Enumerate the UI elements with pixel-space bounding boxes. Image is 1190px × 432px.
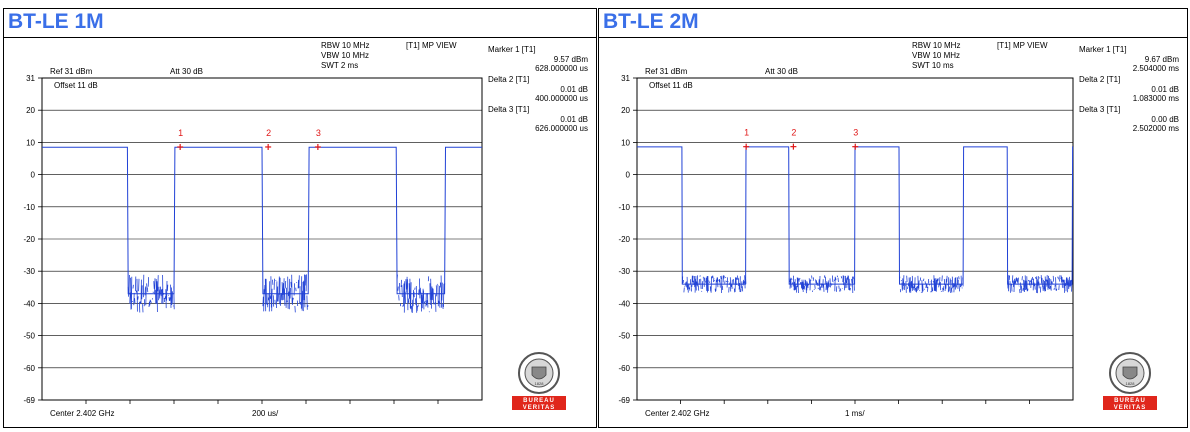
marker-info-time: 628.000000 us [535,64,588,73]
y-tick-label: 10 [26,138,35,147]
trace-noise [262,274,309,313]
marker-info-value: 0.01 dB [560,85,588,94]
marker-info-time: 626.000000 us [535,124,588,133]
swt-label: SWT 10 ms [912,61,954,70]
center-freq-label: Center 2.402 GHz [50,409,114,418]
y-tick-label: 31 [26,74,35,83]
attenuation-label: Att 30 dB [765,67,798,76]
marker-info-label: Delta 3 [T1] [1079,105,1120,114]
rbw-label: RBW 10 MHz [912,41,960,50]
y-tick-label: -69 [618,396,630,405]
y-tick-label: 0 [626,171,631,180]
y-tick-label: 10 [621,138,630,147]
marker-info-label: Marker 1 [T1] [1079,45,1127,54]
logo-band-bottom: VERITAS [523,405,556,411]
spectrum-plot-2m: RBW 10 MHz VBW 10 MHz SWT 10 ms [T1] MP VIE… [599,38,1187,427]
marker-label: 2 [791,128,796,138]
y-tick-label: -69 [23,396,35,405]
marker-label: 1 [744,128,749,138]
marker-info-value: 0.01 dB [560,115,588,124]
logo-shield [1122,366,1138,380]
y-tick-label: -30 [23,267,35,276]
marker-info-time: 400.000000 us [535,94,588,103]
y-tick-label: 20 [26,106,35,115]
y-tick-label: -50 [23,332,35,341]
logo-shield [531,366,547,380]
y-tick-label: -30 [618,267,630,276]
logo-year: 1828 [1126,381,1136,386]
ref-level-label: Ref 31 dBm [50,67,93,76]
logo-band-top: BUREAU [523,398,555,404]
marker-label: 2 [266,128,271,138]
marker-info-label: Delta 2 [T1] [1079,75,1120,84]
marker-info-value: 9.67 dBm [1145,55,1180,64]
y-tick-label: -50 [618,332,630,341]
trace-noise [396,274,446,313]
panel-bt-le-1m: BT-LE 1M RBW 10 MHz VBW 10 MHz SWT 2 ms [T1… [3,8,597,428]
marker-info-label: Marker 1 [T1] [488,45,536,54]
panel-title: BT-LE 1M [4,9,596,38]
trace-line [42,146,482,295]
trace-line [637,146,1074,285]
logo-band [512,396,566,410]
spectrum-plot-1m: RBW 10 MHz VBW 10 MHz SWT 2 ms [T1] MP VIEW… [4,38,596,427]
y-tick-label: -10 [618,203,630,212]
view-label: [T1] MP VIEW [997,41,1048,50]
trace-noise [788,275,855,294]
view-label: [T1] MP VIEW [406,41,457,50]
marker-info-value: 9.57 dBm [554,55,589,64]
sweep-per-div-label: 200 us/ [252,409,279,418]
marker-label: 3 [853,128,858,138]
y-tick-label: -20 [23,235,35,244]
panel-title: BT-LE 2M [599,9,1187,38]
center-freq-label: Center 2.402 GHz [645,409,709,418]
logo-band-bottom: VERITAS [1114,405,1147,411]
y-tick-label: 31 [621,74,630,83]
marker-label: 3 [316,128,321,138]
panel-bt-le-2m: BT-LE 2M RBW 10 MHz VBW 10 MHz SWT 10 ms [T… [598,8,1188,428]
ref-level-label: Ref 31 dBm [645,67,688,76]
marker-info-time: 1.083000 ms [1133,94,1179,103]
y-tick-label: 0 [31,171,36,180]
y-tick-label: -40 [23,299,35,308]
marker-info-label: Delta 3 [T1] [488,105,529,114]
logo-band-top: BUREAU [1114,398,1146,404]
swt-label: SWT 2 ms [321,61,358,70]
trace-noise [681,275,747,294]
logo-band [1103,396,1157,410]
logo-year: 1828 [535,381,545,386]
marker-info-time: 2.504000 ms [1133,64,1179,73]
marker-info-value: 0.01 dB [1151,85,1179,94]
y-tick-label: 20 [621,106,630,115]
attenuation-label: Att 30 dB [170,67,203,76]
offset-label: Offset 11 dB [54,81,98,90]
marker-label: 1 [178,128,183,138]
sweep-per-div-label: 1 ms/ [845,409,865,418]
trace-noise [1007,275,1073,294]
vbw-label: VBW 10 MHz [321,51,369,60]
y-tick-label: -60 [23,364,35,373]
y-tick-label: -10 [23,203,35,212]
y-tick-label: -40 [618,299,630,308]
offset-label: Offset 11 dB [649,81,693,90]
vbw-label: VBW 10 MHz [912,51,960,60]
marker-info-time: 2.502000 ms [1133,124,1179,133]
marker-info-label: Delta 2 [T1] [488,75,529,84]
y-tick-label: -60 [618,364,630,373]
rbw-label: RBW 10 MHz [321,41,369,50]
marker-info-value: 0.00 dB [1151,115,1179,124]
trace-noise [127,274,175,313]
y-tick-label: -20 [618,235,630,244]
trace-noise [899,275,964,294]
